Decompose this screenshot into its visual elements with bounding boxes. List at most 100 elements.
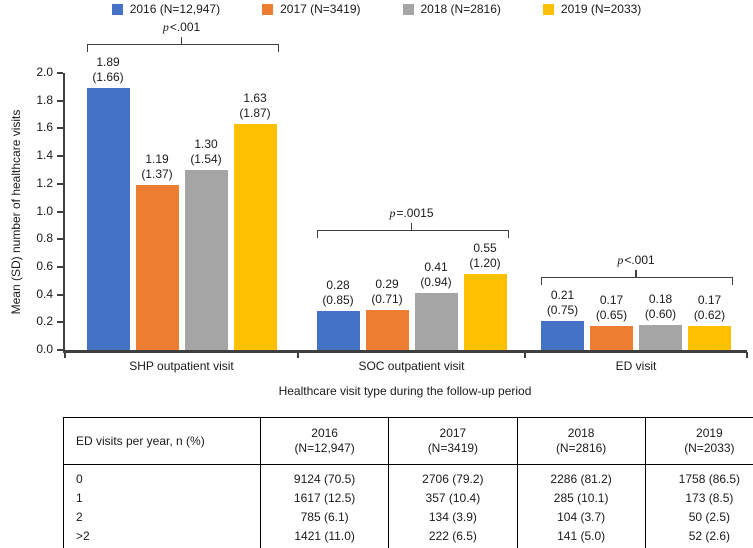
table-cell: 357 (10.4) [388, 489, 517, 508]
legend-item-2019: 2019 (N=2033) [542, 2, 642, 16]
bar-value-label: 0.18 (0.60) [644, 292, 677, 322]
y-axis-tick-label: 2.0 [36, 65, 53, 79]
y-axis-tick [57, 210, 63, 213]
bar-value-label: 0.17 (0.65) [595, 293, 628, 323]
x-axis-tick [297, 352, 299, 358]
y-axis-tick [57, 182, 63, 185]
table-cell: 9124 (70.5) [259, 464, 389, 489]
table-cell: 1421 (11.0) [259, 527, 389, 548]
table-cell: 1758 (86.5) [644, 464, 753, 489]
table-cell: 2286 (81.2) [516, 464, 646, 489]
table-cell: 173 (8.5) [644, 489, 753, 508]
category-label: SHP outpatient visit [129, 359, 234, 373]
legend-item-2017: 2017 (N=3419) [262, 2, 361, 16]
y-axis-line [63, 73, 65, 352]
table-header-row: ED visits per year, n (%) 2016 (N=12,947)… [63, 417, 753, 465]
table-cell: 134 (3.9) [388, 508, 517, 527]
table-row-label: 2 [76, 510, 83, 524]
x-axis-tick [746, 352, 748, 358]
y-axis-tick-label: 0.6 [36, 258, 53, 273]
y-axis-tick-label: 1.0 [36, 203, 53, 218]
y-axis-tick [57, 293, 63, 296]
significance-bracket [541, 276, 733, 285]
significance-bracket [86, 44, 279, 53]
x-axis-line [63, 350, 747, 353]
y-axis-tick [57, 127, 63, 130]
table-cell: 222 (6.5) [388, 527, 517, 548]
table-row: 0 9124 (70.5) 2706 (79.2) 2286 (81.2) 1758 (… [64, 464, 753, 489]
bar-value-label: 0.41 (0.94) [420, 260, 452, 290]
bar-2018-group2 [639, 325, 682, 350]
legend-swatch-icon [111, 3, 123, 15]
legend-item-2018: 2018 (N=2816) [402, 2, 501, 16]
table-row: 2 785 (6.1) 134 (3.9) 104 (3.7) 50 (2.5) [64, 508, 753, 527]
bar-value-label: 0.55 (1.20) [469, 240, 501, 270]
table-row-header: ED visits per year, n (%) [63, 417, 261, 465]
category-label: ED visit [615, 359, 657, 373]
table-column-header: 2017 (N=3419) [388, 417, 517, 465]
bracket-center-tick [635, 269, 637, 277]
table-cell: 285 (10.1) [516, 489, 646, 508]
table-column-header: 2018 (N=2816) [516, 417, 646, 465]
bar-value-label: 1.89 (1.66) [92, 55, 124, 85]
y-axis-tick-label: 0.2 [36, 314, 53, 329]
x-axis-tick [64, 352, 66, 358]
table-cell: 1617 (12.5) [259, 489, 389, 508]
category-label: SOC outpatient visit [358, 359, 465, 373]
table-cell: 785 (6.1) [259, 508, 389, 527]
y-axis-tick-label: 1.4 [36, 148, 53, 163]
y-axis-tick [57, 321, 63, 324]
bar-value-label: 0.28 (0.85) [322, 278, 354, 308]
y-axis-tick [57, 72, 63, 74]
ed-visits-table: ED visits per year, n (%) 2016 (N=12,947)… [63, 417, 753, 548]
y-axis-tick-label: 0.8 [36, 231, 53, 246]
p-value-label: p<.001 [162, 20, 201, 35]
legend-swatch-icon [262, 3, 274, 15]
table-cell: 2706 (79.2) [388, 464, 517, 489]
bar-value-label: 0.17 (0.62) [693, 293, 726, 323]
bar-value-label: 1.19 (1.37) [141, 152, 173, 182]
bar-value-label: 0.29 (0.71) [371, 276, 403, 306]
table-column-header: 2019 (N=2033) [644, 417, 753, 465]
x-axis-title: Healthcare visit type during the follow-… [278, 384, 532, 398]
y-axis-tick [57, 238, 63, 241]
bar-2019-group1 [463, 273, 507, 350]
bar-2017-group0 [135, 185, 179, 350]
legend-label: 2018 (N=2816) [420, 2, 501, 16]
bar-value-label: 0.21 (0.75) [546, 287, 579, 317]
bar-2017-group2 [590, 326, 633, 350]
chart-legend: 2016 (N=12,947) 2017 (N=3419) 2018 (N=2816… [0, 2, 753, 16]
bar-value-label: 1.63 (1.87) [239, 91, 271, 121]
table-cell: 50 (2.5) [644, 508, 753, 527]
p-value-label: p=.0015 [389, 205, 434, 220]
y-axis-tick-label: 1.2 [36, 175, 53, 190]
legend-label: 2019 (N=2033) [560, 2, 642, 16]
bar-2018-group0 [184, 169, 228, 350]
table-column-header: 2016 (N=12,947) [259, 417, 389, 465]
bar-2016-group1 [316, 311, 360, 350]
legend-label: 2017 (N=3419) [280, 2, 361, 16]
legend-item-2016: 2016 (N=12,947) [111, 2, 221, 16]
bar-2018-group1 [414, 293, 458, 350]
y-axis-tick [57, 265, 63, 268]
table-row-label: >2 [76, 529, 90, 543]
significance-bracket [316, 229, 509, 238]
table-cell: 52 (2.6) [644, 527, 753, 548]
bracket-center-tick [180, 37, 183, 45]
bar-2016-group0 [86, 88, 130, 350]
bar-value-label: 1.30 (1.54) [190, 136, 222, 166]
table-row: 1 1617 (12.5) 357 (10.4) 285 (10.1) 173 (8.5… [64, 489, 753, 508]
bar-2016-group2 [541, 320, 584, 350]
legend-label: 2016 (N=12,947) [129, 2, 221, 16]
y-axis-tick-label: 0.0 [36, 342, 53, 356]
ed-visits-per-year-table: ED visits per year, n (%) 2016 (N=12,947)… [63, 417, 753, 548]
table-row-label: 1 [76, 491, 83, 505]
table-cell: 104 (3.7) [516, 508, 646, 527]
y-axis-tick-label: 1.6 [36, 120, 53, 135]
table-row-label: 0 [76, 472, 83, 486]
table-row: >2 1421 (11.0) 222 (6.5) 141 (5.0) 52 (2.6) [64, 527, 753, 548]
table-cell: 141 (5.0) [516, 527, 646, 548]
y-axis-tick [57, 155, 63, 158]
p-value-label: p<.001 [617, 252, 655, 267]
